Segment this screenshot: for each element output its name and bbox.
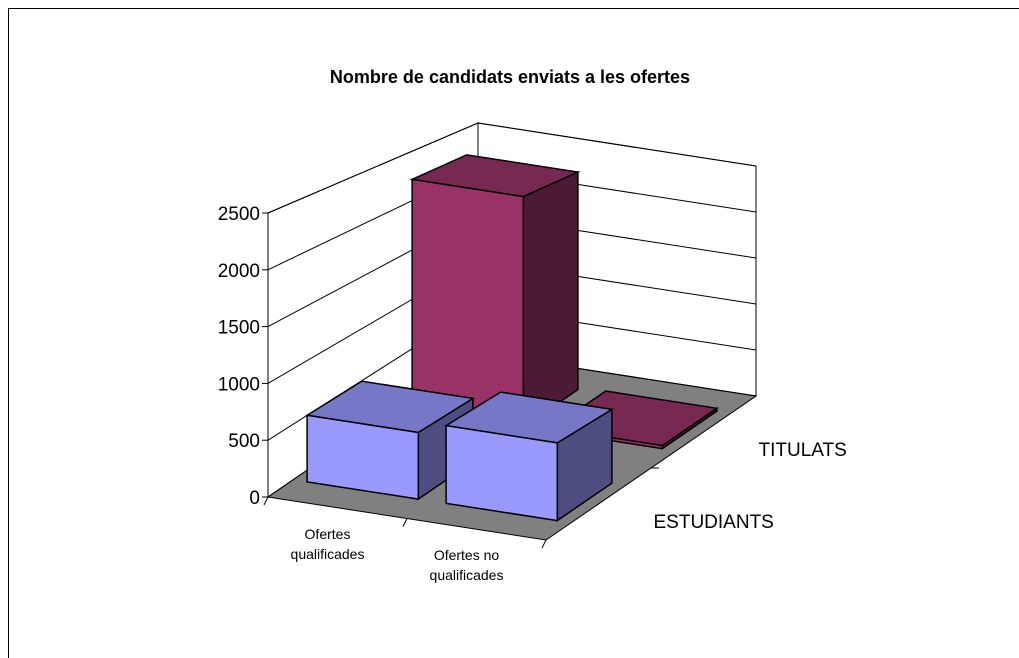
x-tick (402, 518, 408, 527)
y-tick-label: 2000 (218, 261, 260, 282)
y-tick-label: 2500 (218, 204, 260, 225)
bar-front (445, 424, 559, 522)
y-tick-label: 500 (228, 431, 260, 452)
series-label: TITULATS (759, 440, 847, 461)
bar-front (306, 414, 420, 500)
y-tick-label: 1000 (218, 374, 260, 395)
x-tick-label: Ofertes qualificades (290, 525, 365, 562)
bar-front (411, 178, 525, 428)
x-tick (263, 496, 269, 506)
x-tick-label: Ofertes no qualificades (429, 547, 504, 584)
bar-side (522, 170, 579, 429)
grid-line (267, 122, 757, 214)
chart-frame (8, 8, 1019, 658)
series-label: ESTUDIANTS (654, 512, 774, 533)
y-tick-label: 1500 (218, 318, 260, 339)
bar (409, 154, 581, 429)
chart-title: Nombre de candidats enviats a les oferte… (330, 67, 690, 87)
bar (304, 380, 476, 501)
bar (443, 391, 615, 522)
x-tick (541, 539, 547, 549)
y-tick-label: 0 (249, 488, 260, 509)
